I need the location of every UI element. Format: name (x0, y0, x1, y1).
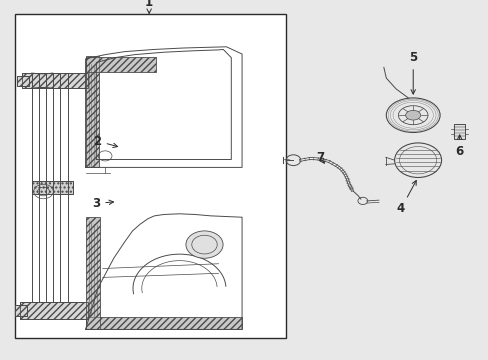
Bar (17, 76, 29, 86)
Bar (85, 57, 99, 167)
Bar (32, 181, 73, 194)
Bar (85, 57, 156, 72)
Bar (32, 181, 73, 194)
Text: 4: 4 (396, 180, 415, 215)
Bar (22, 73, 88, 88)
Bar (85, 217, 100, 329)
Bar (15, 14, 285, 338)
Bar (22, 73, 88, 88)
Bar (20, 302, 88, 319)
Bar (17, 76, 29, 86)
Text: 5: 5 (408, 51, 416, 94)
Text: 2: 2 (93, 135, 117, 148)
Text: 1: 1 (145, 0, 153, 13)
Bar (85, 57, 156, 72)
Bar (85, 317, 242, 329)
Bar (15, 305, 27, 316)
Circle shape (185, 231, 223, 258)
Text: 6: 6 (455, 135, 463, 158)
Bar (85, 317, 242, 329)
Bar (20, 302, 88, 319)
Ellipse shape (405, 111, 420, 120)
Bar (85, 217, 100, 329)
Bar (15, 305, 27, 316)
Bar (453, 124, 464, 139)
Text: 7: 7 (316, 151, 324, 164)
Text: 3: 3 (92, 197, 113, 210)
Bar (85, 57, 99, 167)
